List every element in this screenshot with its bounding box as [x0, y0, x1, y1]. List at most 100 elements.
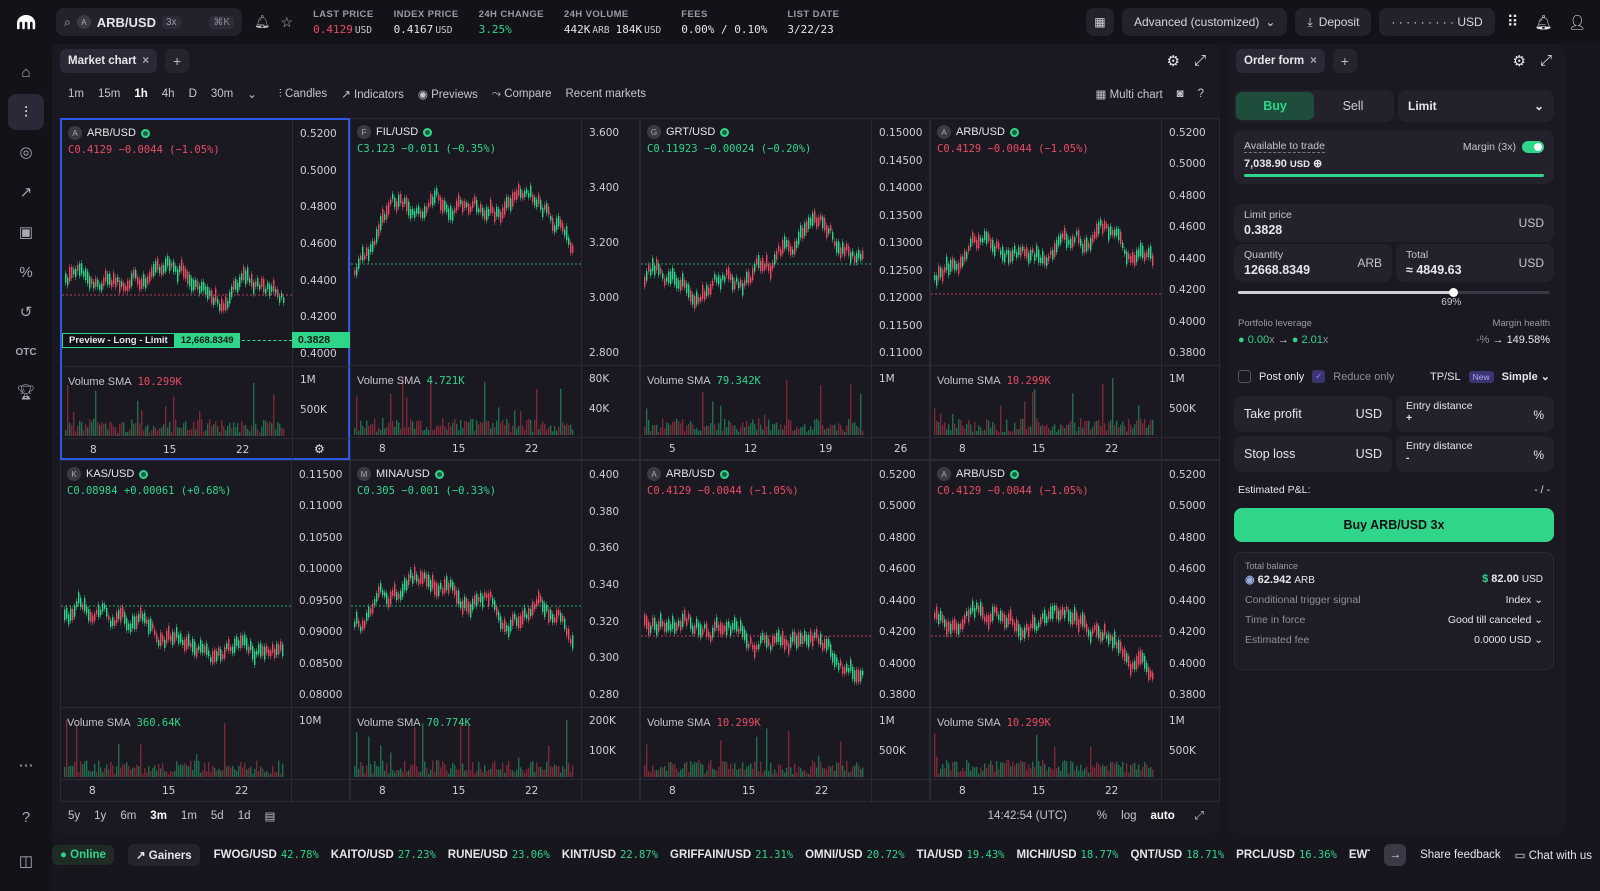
expand-icon[interactable]: ⤢	[1193, 52, 1206, 69]
pane-symbol[interactable]: K KAS/USD	[67, 467, 231, 481]
summary-row[interactable]: Time in force Good till canceled ⌄	[1245, 614, 1543, 626]
trophy-icon[interactable]: 🏆︎	[16, 384, 36, 401]
panel-toggle-icon[interactable]: ◫	[18, 853, 34, 870]
timeframe-D[interactable]: D	[188, 88, 197, 100]
balance-display[interactable]: · · · · · · · · · USD	[1379, 8, 1495, 36]
scale-auto-button[interactable]: auto	[1150, 810, 1175, 822]
ticker-item[interactable]: FWOG/USD 42.78%	[214, 849, 319, 861]
post-only-checkbox[interactable]	[1238, 370, 1251, 383]
ticker-item[interactable]: EWT/USD	[1349, 849, 1370, 861]
online-status[interactable]: ● Online	[52, 845, 114, 865]
gainers-button[interactable]: ↗ Gainers	[127, 844, 200, 866]
chart-pane[interactable]: A ARB/USD C0.4129 −0.0044 (−1.05%) 0.5200 0.…	[930, 460, 1221, 803]
help-circle-icon[interactable]: ?	[1197, 88, 1204, 100]
tab-market-chart[interactable]: Market chart ×	[60, 49, 158, 73]
close-icon[interactable]: ×	[142, 55, 150, 67]
ticker-item[interactable]: PRCL/USD 16.36%	[1236, 849, 1337, 861]
total-field[interactable]: Total ≈ 4849.63 USD	[1396, 244, 1554, 282]
layout-icon[interactable]: ▦	[1085, 8, 1114, 36]
reduce-only-checkbox[interactable]: ✓	[1312, 370, 1326, 383]
settings-gear-icon[interactable]: ⚙	[1512, 53, 1526, 70]
settings-gear-icon[interactable]: ⚙	[1166, 53, 1180, 70]
profile-icon[interactable]: 👤︎	[1568, 13, 1586, 30]
pane-symbol[interactable]: A ARB/USD	[937, 125, 1089, 139]
market-selector[interactable]: ⌕ A ARB/USD 3x ⌘K	[56, 8, 242, 36]
order-type-select[interactable]: Limit ⌄	[1398, 90, 1554, 122]
indicators-button[interactable]: ↗ Indicators	[341, 89, 404, 101]
candles-button[interactable]: ⫶ Candles	[278, 87, 328, 100]
ticker-item[interactable]: QNT/USD 18.71%	[1130, 849, 1224, 861]
range-1m[interactable]: 1m	[180, 810, 197, 822]
wallet-icon[interactable]: ▣	[18, 224, 34, 241]
recent-markets-button[interactable]: Recent markets	[566, 88, 647, 100]
quantity-field[interactable]: Quantity 12668.8349 ARB	[1234, 244, 1392, 282]
timeframe-4h[interactable]: 4h	[161, 88, 175, 100]
chat-button[interactable]: ▭ Chat with us	[1514, 850, 1592, 862]
star-icon[interactable]: ☆	[280, 13, 294, 30]
timeframe-1h[interactable]: 1h	[134, 88, 148, 100]
range-1d[interactable]: 1d	[237, 810, 251, 822]
calendar-icon[interactable]: ▤	[264, 811, 276, 823]
add-tab-button[interactable]: +	[165, 49, 190, 73]
history-icon[interactable]: ↺	[19, 304, 33, 321]
multi-chart-button[interactable]: ▦ Multi chart	[1095, 89, 1163, 101]
help-icon[interactable]: ?	[21, 808, 31, 826]
home-icon[interactable]: ⌂	[21, 63, 31, 81]
chart-pane[interactable]: G GRT/USD C0.11923 −0.00024 (−0.20%) 0.1500…	[640, 118, 931, 461]
chart-pane[interactable]: F FIL/USD C3.123 −0.011 (−0.35%) 3.600 3.400…	[350, 118, 641, 461]
ticker-item[interactable]: GRIFFAIN/USD 21.31%	[670, 849, 793, 861]
notifications-bell-icon[interactable]: 🔔︎	[1534, 13, 1553, 30]
sl-entry-distance-field[interactable]: Entry distance - %	[1396, 436, 1554, 472]
sell-tab[interactable]: Sell	[1342, 99, 1364, 113]
percent-icon[interactable]: %	[19, 263, 33, 281]
earn-coins-icon[interactable]: ◎	[19, 144, 33, 161]
camera-icon[interactable]: ◙	[1176, 88, 1184, 100]
timeframe-15m[interactable]: 15m	[97, 88, 121, 100]
ticker-item[interactable]: TIA/USD 19.43%	[917, 849, 1005, 861]
timeframe-1m[interactable]: 1m	[68, 88, 84, 100]
ticker-item[interactable]: MICHI/USD 18.77%	[1016, 849, 1118, 861]
add-circle-icon[interactable]: ⊕	[1313, 158, 1323, 170]
kraken-logo-icon[interactable]	[0, 14, 52, 30]
range-5y[interactable]: 5y	[68, 810, 81, 822]
ticker-item[interactable]: KINT/USD 22.87%	[562, 849, 658, 861]
more-icon[interactable]: ⋯	[18, 757, 34, 774]
previews-button[interactable]: ◉ Previews	[417, 89, 478, 101]
chart-pane[interactable]: A ARB/USD C0.4129 −0.0044 (−1.05%) 0.5200 0.…	[930, 118, 1221, 461]
layout-selector[interactable]: Advanced (customized) ⌄	[1121, 8, 1288, 36]
slider-handle[interactable]	[1449, 288, 1459, 297]
margin-toggle[interactable]	[1522, 140, 1544, 153]
tab-order-form[interactable]: Order form ×	[1236, 49, 1325, 73]
pane-symbol[interactable]: A ARB/USD	[68, 126, 220, 140]
trade-candles-icon[interactable]: ⫶	[8, 94, 44, 130]
limit-price-field[interactable]: Limit price 0.3828 USD	[1234, 204, 1554, 242]
arrow-right-icon[interactable]: →	[1384, 844, 1407, 866]
ticker-item[interactable]: OMNI/USD 20.72%	[805, 849, 904, 861]
range-5d[interactable]: 5d	[210, 810, 224, 822]
take-profit-field[interactable]: Take profit USD	[1234, 396, 1392, 432]
ticker-item[interactable]: RUNE/USD 23.06%	[448, 849, 550, 861]
settings-circle-icon[interactable]: ⚙	[314, 442, 325, 456]
pane-symbol[interactable]: A ARB/USD	[937, 467, 1089, 481]
fullscreen-icon[interactable]: ⤢	[1194, 809, 1204, 822]
scale-percent-button[interactable]: %	[1096, 810, 1108, 822]
buy-tab[interactable]: Buy	[1236, 92, 1314, 120]
pane-symbol[interactable]: G GRT/USD	[647, 125, 811, 139]
expand-icon[interactable]: ⤢	[1539, 52, 1552, 69]
apps-grid-icon[interactable]: ⠿	[1506, 14, 1519, 31]
chart-pane[interactable]: K KAS/USD C0.08984 +0.00061 (+0.68%) 0.1150…	[60, 460, 351, 803]
tp-entry-distance-field[interactable]: Entry distance + %	[1396, 396, 1554, 432]
timeframe-chevron-icon[interactable]: ⌄	[247, 89, 257, 101]
stop-loss-field[interactable]: Stop loss USD	[1234, 436, 1392, 472]
pane-symbol[interactable]: A ARB/USD	[647, 467, 799, 481]
quantity-slider[interactable]	[1238, 288, 1550, 297]
summary-row[interactable]: Estimated fee 0.0000 USD ⌄	[1245, 634, 1543, 646]
otc-icon[interactable]: OTC	[15, 346, 37, 358]
scale-log-button[interactable]: log	[1121, 810, 1137, 822]
range-6m[interactable]: 6m	[120, 810, 137, 822]
chart-pane[interactable]: A ARB/USD C0.4129 −0.0044 (−1.05%) 0.5200 0.…	[60, 118, 352, 462]
chart-pane[interactable]: A ARB/USD C0.4129 −0.0044 (−1.05%) 0.5200 0.…	[640, 460, 931, 803]
share-feedback-link[interactable]: Share feedback	[1420, 849, 1501, 861]
tpsl-mode-select[interactable]: Simple ⌄	[1501, 371, 1550, 383]
order-preview-line[interactable]: Preview - Long - Limit 12,668.8349	[62, 332, 292, 348]
